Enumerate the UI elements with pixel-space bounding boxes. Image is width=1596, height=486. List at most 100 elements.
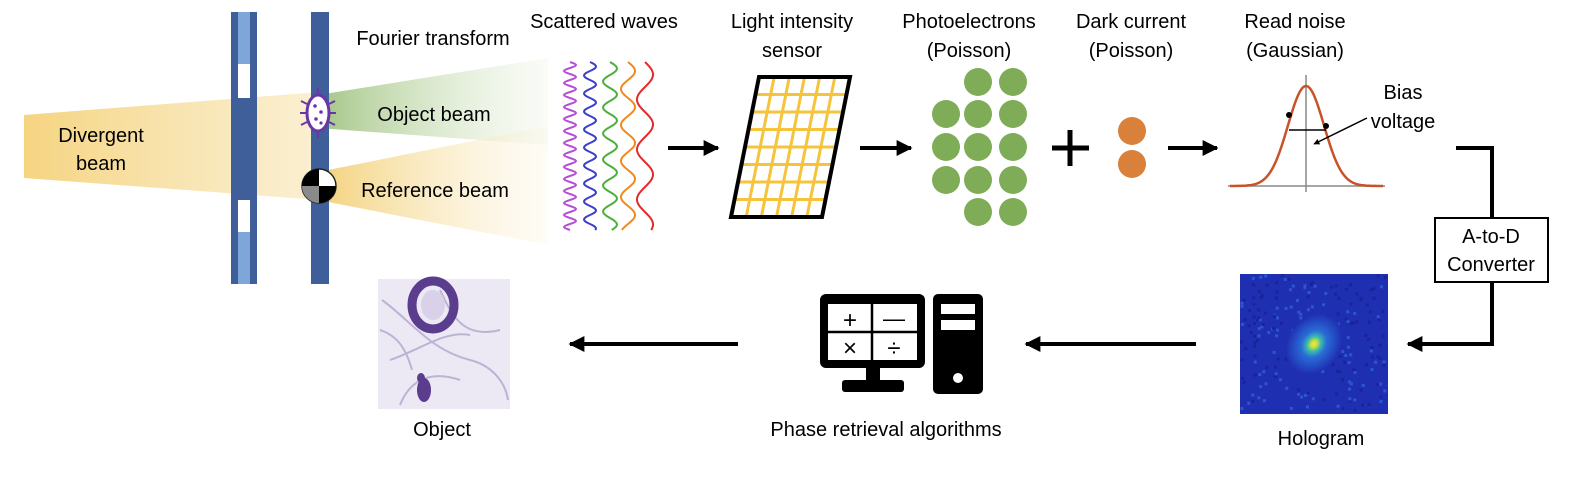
hologram-speckle bbox=[1329, 285, 1333, 289]
adc-label: A-to-D Converter bbox=[1447, 226, 1535, 276]
connector-adc-to-hologram bbox=[1406, 282, 1494, 352]
hologram-speckle bbox=[1251, 276, 1255, 280]
photoelectron bbox=[964, 68, 992, 96]
photoelectron bbox=[999, 198, 1027, 226]
hologram-speckle bbox=[1254, 373, 1258, 377]
sensor-grid-column bbox=[790, 77, 822, 217]
hologram-speckle bbox=[1264, 274, 1268, 278]
hologram-speckle bbox=[1346, 319, 1350, 323]
hologram-speckle bbox=[1262, 399, 1266, 403]
hologram-speckle bbox=[1367, 402, 1371, 406]
wave-line bbox=[636, 61, 654, 231]
hologram-speckle bbox=[1353, 312, 1357, 315]
read-noise-label: Read noise (Gaussian) bbox=[1244, 11, 1345, 62]
hologram-speckle bbox=[1273, 374, 1277, 378]
hologram-speckle bbox=[1378, 356, 1382, 360]
hologram-speckle bbox=[1240, 407, 1244, 411]
hologram-speckle bbox=[1240, 301, 1244, 305]
hologram-speckle bbox=[1348, 397, 1352, 401]
hologram-speckle bbox=[1242, 380, 1246, 384]
divergent-beam-label: Divergent beam bbox=[58, 125, 144, 175]
hologram-speckle bbox=[1260, 294, 1264, 297]
hologram-speckle bbox=[1378, 344, 1382, 347]
hologram-speckle bbox=[1297, 392, 1301, 396]
hologram-speckle bbox=[1364, 334, 1368, 337]
hologram-speckle bbox=[1346, 336, 1350, 339]
hologram-speckle bbox=[1341, 350, 1345, 353]
hologram-speckle bbox=[1255, 339, 1259, 342]
hologram-speckle bbox=[1359, 298, 1363, 302]
hologram-speckle bbox=[1257, 308, 1261, 312]
dark-current-electron bbox=[1118, 150, 1146, 178]
hologram-speckle bbox=[1324, 291, 1328, 295]
hologram-speckle bbox=[1258, 318, 1262, 322]
hologram-speckle bbox=[1365, 303, 1369, 307]
hologram-speckle bbox=[1335, 369, 1339, 373]
photoelectron bbox=[999, 133, 1027, 161]
hologram-speckle bbox=[1252, 322, 1256, 325]
hologram-speckle bbox=[1359, 388, 1363, 392]
hologram-speckle bbox=[1260, 325, 1264, 329]
calculator-divide: ÷ bbox=[887, 335, 900, 362]
calculator-minus: — bbox=[883, 306, 905, 331]
hologram-speckle bbox=[1253, 334, 1257, 338]
sensor-grid-column bbox=[775, 77, 806, 217]
photoelectron bbox=[999, 68, 1027, 96]
hologram-speckle bbox=[1379, 382, 1383, 386]
hologram-speckle bbox=[1249, 331, 1253, 334]
hologram-speckle bbox=[1299, 316, 1303, 320]
hologram-speckle bbox=[1274, 296, 1278, 300]
photoelectron bbox=[964, 133, 992, 161]
hologram-speckle bbox=[1353, 408, 1357, 412]
hologram-speckle bbox=[1381, 334, 1385, 338]
hologram-speckle bbox=[1258, 373, 1262, 377]
hologram-speckle bbox=[1374, 360, 1377, 364]
hologram-speckle bbox=[1310, 305, 1314, 309]
hologram-speckle bbox=[1349, 353, 1353, 357]
hologram-speckle bbox=[1376, 274, 1380, 278]
hologram-speckle bbox=[1240, 340, 1243, 344]
hologram-speckle bbox=[1265, 283, 1269, 287]
hologram-speckle bbox=[1241, 322, 1244, 326]
hologram-speckle bbox=[1253, 344, 1256, 348]
fourier-transform-label: Fourier transform bbox=[356, 28, 509, 50]
hologram-speckle bbox=[1307, 291, 1311, 294]
hologram-speckle bbox=[1262, 370, 1266, 374]
hologram-speckle bbox=[1284, 307, 1288, 310]
hologram-speckle bbox=[1335, 392, 1339, 396]
adc-box bbox=[1434, 217, 1549, 283]
connector-to-adc bbox=[1456, 146, 1494, 218]
hologram-speckle bbox=[1285, 386, 1289, 390]
hologram-speckle bbox=[1321, 370, 1325, 373]
hologram-speckle bbox=[1370, 355, 1374, 359]
hologram-speckle bbox=[1369, 310, 1373, 313]
hologram-speckle bbox=[1272, 315, 1276, 318]
hologram-speckle bbox=[1311, 281, 1315, 285]
hologram-speckle bbox=[1242, 298, 1246, 302]
hologram-speckle bbox=[1276, 328, 1280, 332]
plus-icon bbox=[1052, 130, 1089, 166]
hologram-speckle bbox=[1289, 406, 1293, 410]
bias-voltage-label: Bias voltage bbox=[1371, 82, 1436, 133]
hologram-speckle bbox=[1251, 393, 1255, 397]
hologram-speckle bbox=[1284, 357, 1288, 361]
photoelectron bbox=[964, 198, 992, 226]
hologram-image bbox=[1240, 274, 1388, 414]
photoelectron bbox=[932, 100, 960, 128]
calculator-plus: + bbox=[843, 307, 857, 334]
hologram-speckle bbox=[1369, 349, 1373, 353]
hologram-speckle bbox=[1241, 376, 1245, 380]
hologram-speckle bbox=[1240, 358, 1244, 362]
object-label: Object bbox=[413, 419, 471, 441]
hologram-speckle bbox=[1256, 318, 1260, 322]
hologram-speckle bbox=[1382, 363, 1386, 367]
reference-aperture-icon bbox=[301, 168, 337, 204]
hologram-speckle bbox=[1289, 288, 1292, 292]
hologram-speckle bbox=[1340, 378, 1344, 382]
hologram-speckle bbox=[1349, 302, 1353, 306]
hologram-speckle bbox=[1257, 334, 1261, 338]
reference-beam-label: Reference beam bbox=[361, 180, 509, 202]
hologram-speckle bbox=[1353, 371, 1357, 374]
hologram-speckle bbox=[1259, 296, 1263, 300]
